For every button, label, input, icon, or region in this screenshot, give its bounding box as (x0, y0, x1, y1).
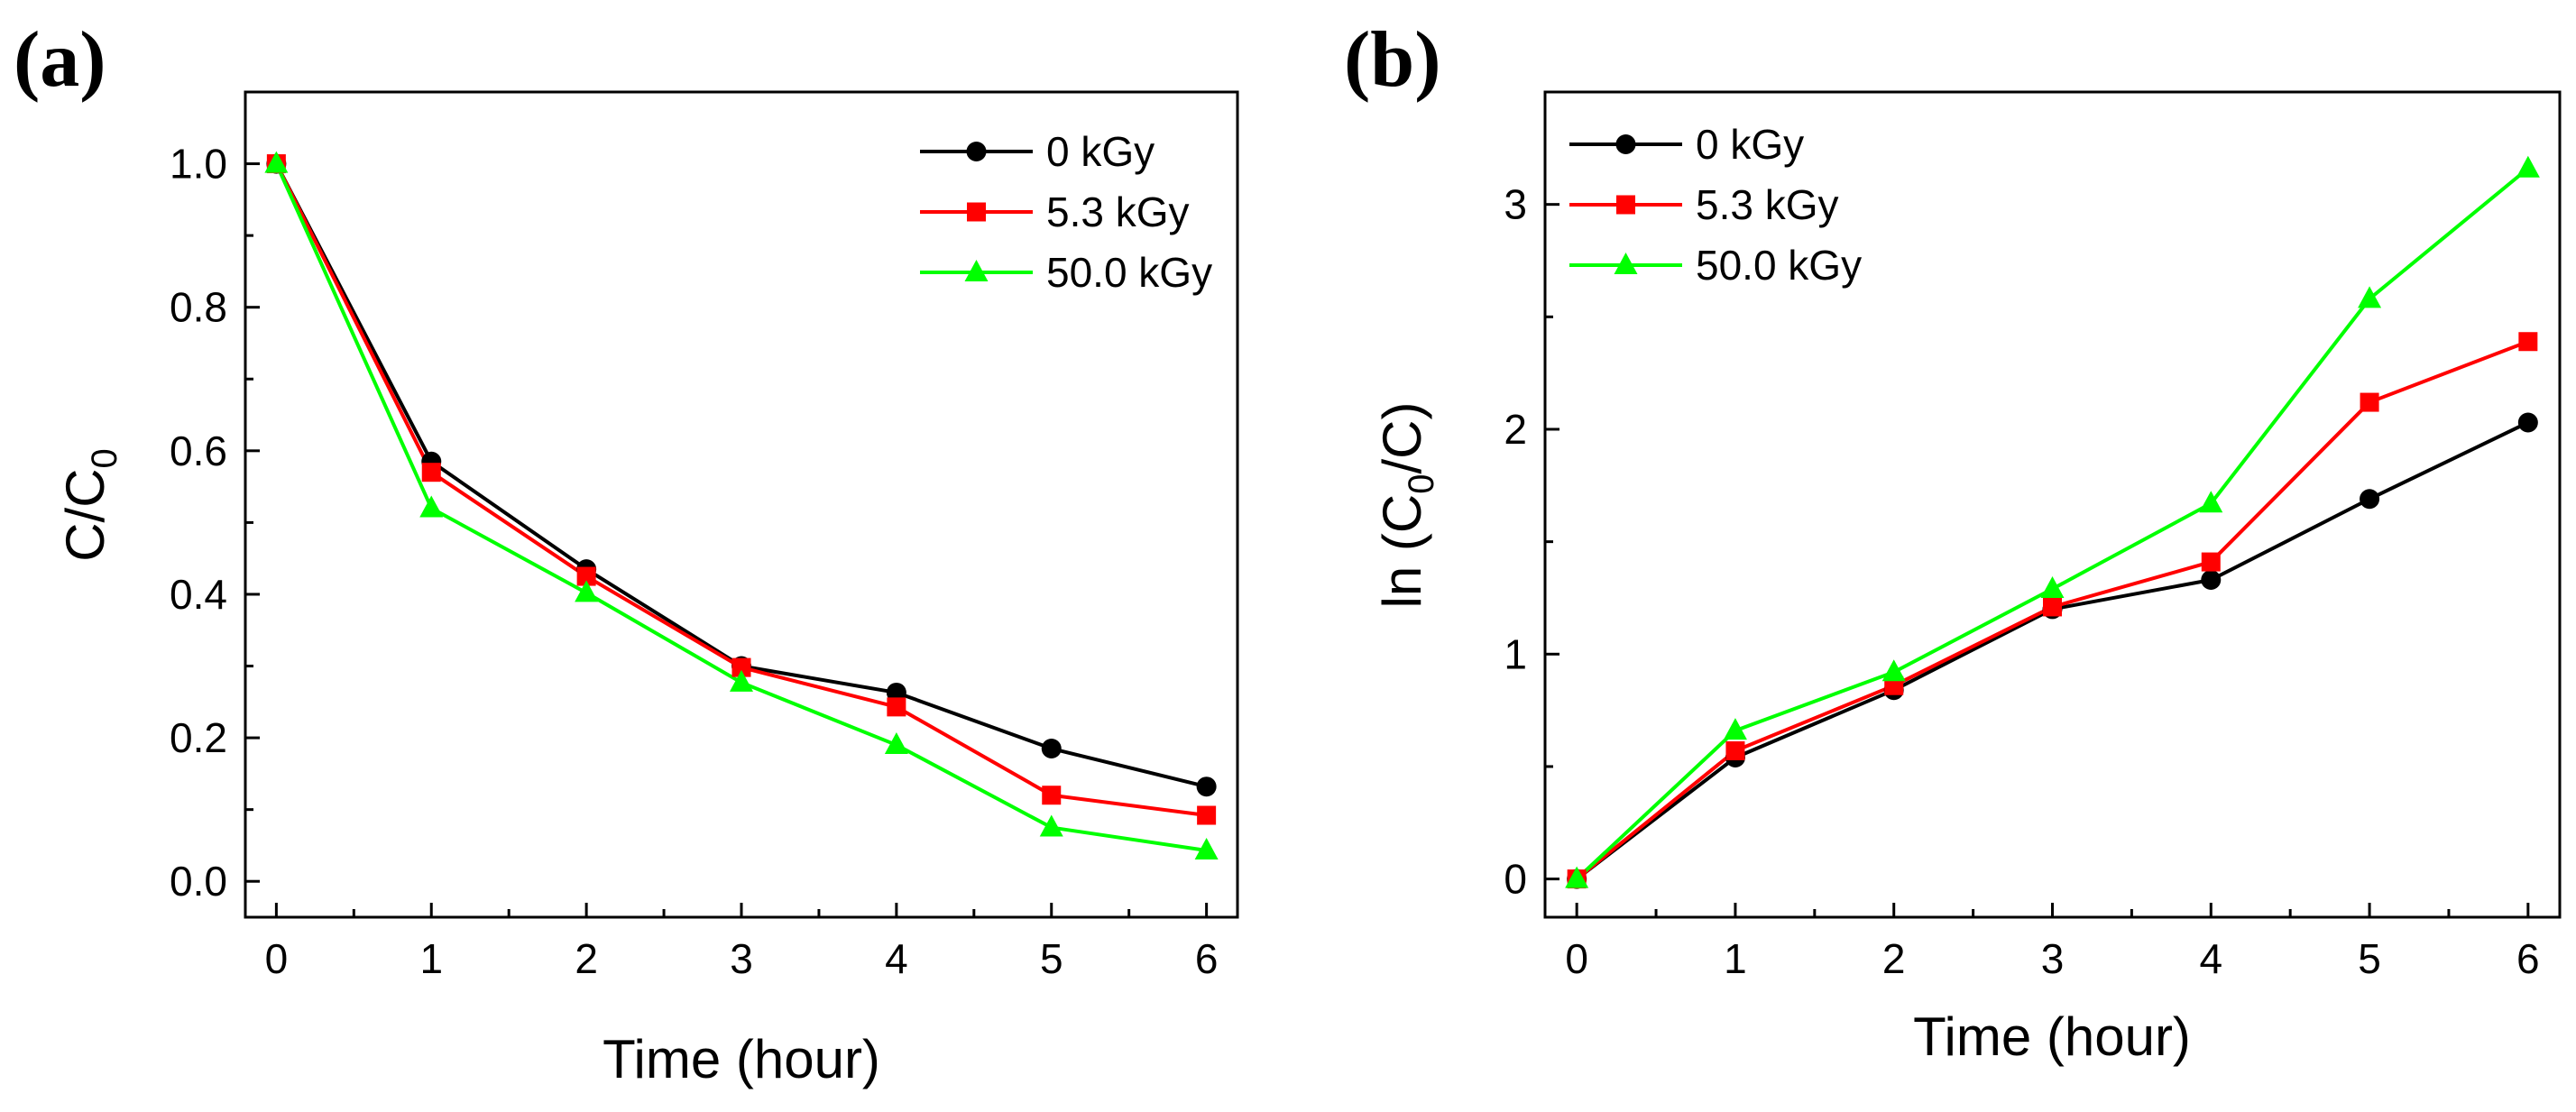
data-point (1197, 805, 1217, 825)
y-axis-b: 0 1 2 3 (1504, 181, 1559, 903)
x-tick-label: 2 (575, 935, 598, 982)
x-axis-a: 0 1 2 3 4 5 6 (265, 903, 1219, 982)
series-layer-a (264, 151, 1219, 860)
y-tick-label: 1.0 (170, 141, 227, 188)
legend-marker-shape (967, 202, 986, 222)
data-point (575, 580, 599, 602)
x-tick-label: 2 (1882, 935, 1906, 982)
x-axis-title-a: Time (hour) (603, 1029, 880, 1089)
data-point (1565, 866, 1589, 888)
data-point (2358, 286, 2382, 308)
data-point (2043, 597, 2062, 617)
legend-item: 5.3 kGy (920, 188, 1190, 235)
y-axis-a: 0.0 0.2 0.4 0.6 0.8 1.0 (170, 141, 260, 905)
legend-item: 0 kGy (920, 128, 1155, 175)
data-point (2518, 332, 2538, 352)
panel-label-a: (a) (14, 16, 106, 104)
x-tick-label: 4 (885, 935, 908, 982)
data-point (1881, 659, 1906, 682)
legend-label: 0 kGy (1696, 121, 1804, 168)
legend-marker (964, 260, 989, 281)
legend-label: 50.0 kGy (1696, 242, 1862, 289)
y-tick-label: 0.2 (170, 714, 227, 761)
legend-item: 0 kGy (1569, 121, 1804, 168)
data-point (264, 151, 289, 173)
legend-item: 50.0 kGy (1569, 242, 1862, 289)
data-point (887, 697, 906, 717)
y-tick-label: 0.8 (170, 284, 227, 331)
data-point (1725, 741, 1745, 761)
chart-panel-b: (b) 0 1 2 3 4 5 6 0 1 2 3 Time (hour) ln (C0/C) 0… (1344, 16, 2562, 1067)
legend-marker-shape (966, 142, 987, 161)
legend-marker-shape (1614, 253, 1638, 274)
data-point (2199, 491, 2223, 513)
data-point (2360, 392, 2379, 412)
legend-marker-shape (964, 260, 989, 281)
x-tick-label: 4 (2199, 935, 2222, 982)
legend-marker (966, 142, 987, 161)
y-tick-label: 0 (1504, 856, 1527, 903)
panel-label-b: (b) (1344, 16, 1441, 104)
x-tick-label: 1 (419, 935, 443, 982)
legend-marker-shape (1616, 195, 1635, 215)
x-tick-label: 3 (2041, 935, 2065, 982)
x-axis-title-b: Time (hour) (1913, 1006, 2191, 1067)
data-point (1041, 739, 1062, 759)
legend-marker (1615, 134, 1636, 154)
x-axis-b: 0 1 2 3 4 5 6 (1565, 903, 2540, 982)
data-point (1042, 786, 1062, 805)
data-point (1196, 777, 1217, 797)
data-point (2516, 155, 2540, 178)
y-tick-label: 0.0 (170, 858, 227, 905)
data-point (2201, 552, 2221, 572)
legend-label: 5.3 kGy (1696, 181, 1839, 228)
legend-marker-shape (1615, 134, 1636, 154)
x-tick-label: 1 (1724, 935, 1747, 982)
data-point (730, 669, 753, 692)
legend-label: 5.3 kGy (1046, 188, 1190, 235)
data-point (1194, 838, 1219, 860)
legend-marker (967, 202, 986, 222)
x-tick-label: 5 (1040, 935, 1063, 982)
series-layer-b (1565, 155, 2540, 889)
legend-b: 0 kGy 5.3 kGy 50.0 kGy (1569, 121, 1862, 289)
y-tick-label: 3 (1504, 181, 1527, 228)
x-tick-label: 0 (1565, 935, 1588, 982)
data-point (576, 566, 596, 586)
x-tick-label: 6 (2516, 935, 2540, 982)
data-point (2040, 575, 2065, 598)
chart-panel-a: (a) 0 1 2 3 4 5 6 0.0 0.2 0.4 0.6 0.8 1.0 Time (hou… (14, 16, 1239, 1089)
legend-marker (1616, 195, 1635, 215)
legend-a: 0 kGy 5.3 kGy 50.0 kGy (920, 128, 1212, 296)
data-point (731, 657, 751, 677)
y-tick-label: 2 (1504, 406, 1527, 453)
y-axis-title-b: ln (C0/C) (1372, 402, 1441, 609)
y-tick-label: 0.6 (170, 427, 227, 474)
data-point (1723, 718, 1747, 740)
x-tick-label: 0 (265, 935, 289, 982)
data-point (1039, 814, 1063, 837)
data-point (2360, 489, 2380, 510)
x-tick-label: 5 (2358, 935, 2381, 982)
data-point (884, 732, 908, 755)
legend-label: 0 kGy (1046, 128, 1155, 175)
y-tick-label: 0.4 (170, 571, 227, 618)
y-tick-label: 1 (1504, 630, 1527, 677)
data-point (419, 495, 444, 518)
data-point (2201, 570, 2222, 591)
legend-item: 50.0 kGy (920, 249, 1212, 296)
data-point (2517, 412, 2538, 433)
data-point (421, 463, 441, 482)
legend-marker (1614, 253, 1638, 274)
x-tick-label: 3 (730, 935, 753, 982)
legend-label: 50.0 kGy (1046, 249, 1212, 296)
x-tick-label: 6 (1195, 935, 1219, 982)
series-line (1575, 420, 2529, 881)
legend-item: 5.3 kGy (1569, 181, 1839, 228)
y-axis-title-a: C/C0 (55, 448, 124, 562)
